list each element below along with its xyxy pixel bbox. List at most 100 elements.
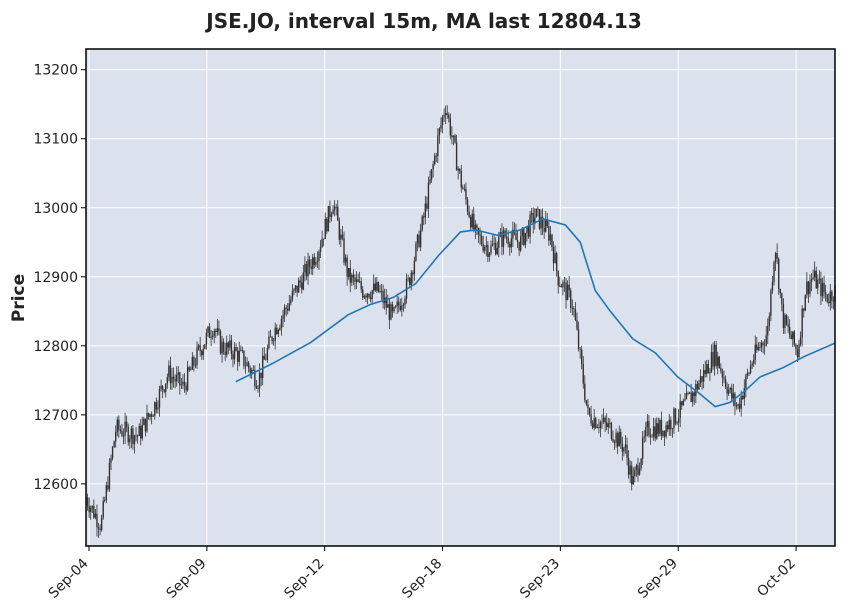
candle-body: [724, 378, 727, 388]
candle-body: [143, 418, 145, 426]
candle-body: [236, 350, 239, 362]
candle-body: [685, 393, 688, 400]
candle-body: [496, 247, 498, 255]
candle-body: [168, 365, 170, 378]
candle-body: [607, 423, 609, 428]
candle-body: [204, 344, 206, 349]
candle-body: [166, 377, 169, 384]
candle-body: [171, 376, 173, 384]
candle-body: [196, 347, 198, 365]
candle-body: [127, 426, 129, 443]
candle-body: [612, 438, 614, 442]
candle-body: [538, 209, 541, 229]
candle-body: [413, 260, 416, 275]
candle-body: [269, 336, 272, 338]
candle-body: [329, 206, 331, 217]
candle-body: [632, 476, 634, 485]
candle-body: [182, 381, 184, 385]
candle-body: [230, 340, 233, 355]
candle-body: [488, 253, 491, 257]
candle-body: [240, 349, 242, 351]
candle-body: [646, 421, 649, 428]
candle-body: [801, 308, 803, 338]
candle-body: [693, 392, 695, 396]
candle-body: [549, 234, 552, 241]
candle-body: [466, 199, 469, 212]
candle-body: [806, 281, 808, 296]
candle-body: [337, 206, 339, 221]
candle-body: [154, 402, 156, 416]
candle-body: [448, 114, 450, 119]
candle-body: [210, 336, 212, 338]
candle-body: [432, 164, 434, 170]
y-axis: 12600 12700 12800 12900 13000 13100 13200: [33, 63, 86, 493]
candle-body: [555, 253, 558, 271]
candle-body: [385, 297, 387, 308]
candle-body: [157, 407, 159, 410]
candle-body: [601, 421, 603, 423]
candle-body: [537, 208, 539, 210]
candle-body: [520, 236, 522, 251]
candle-body: [146, 412, 148, 432]
candle-body: [457, 168, 459, 171]
candle-body: [268, 336, 270, 349]
candle-body: [89, 508, 92, 513]
candle-body: [584, 383, 586, 401]
candle-body: [179, 372, 181, 386]
candle-body: [201, 351, 203, 356]
candle-body: [521, 229, 523, 237]
candle-body: [366, 293, 369, 298]
candle-body: [666, 425, 669, 430]
candle-body: [310, 266, 312, 269]
candle-body: [727, 390, 730, 394]
candle-body: [620, 432, 622, 444]
candle-body: [782, 304, 785, 329]
x-tick-label: Sep-29: [635, 556, 681, 602]
y-tick-label: 12600: [33, 477, 78, 493]
candle-body: [473, 213, 475, 230]
x-tick-label: Sep-09: [164, 556, 210, 602]
candle-body: [645, 427, 647, 437]
candle-body: [102, 500, 104, 518]
candle-body: [751, 363, 753, 366]
candle-body: [784, 314, 786, 329]
candle-body: [810, 278, 813, 282]
candle-body: [172, 376, 175, 380]
candle-body: [340, 234, 342, 240]
candle-body: [308, 259, 311, 267]
candle-body: [235, 347, 237, 351]
candle-body: [444, 113, 447, 116]
candle-body: [627, 457, 630, 475]
candle-body: [643, 436, 645, 438]
candle-body: [138, 425, 140, 436]
candle-body: [779, 288, 781, 294]
candle-body: [260, 372, 262, 378]
candle-body: [668, 419, 670, 430]
candle-body: [560, 285, 563, 288]
candle-body: [202, 348, 204, 356]
candle-body: [86, 497, 89, 506]
candle-body: [507, 237, 509, 245]
candle-body: [207, 326, 209, 333]
candle-body: [316, 260, 319, 262]
candle-body: [307, 259, 309, 277]
candle-body: [441, 116, 444, 126]
candle-body: [551, 234, 553, 248]
candle-body: [190, 369, 192, 371]
candle-body: [699, 376, 702, 383]
candle-body: [606, 422, 608, 428]
candle-body: [213, 330, 215, 337]
candle-body: [735, 405, 738, 407]
candle-body: [322, 238, 325, 240]
candle-body: [183, 381, 186, 386]
candle-body: [396, 301, 398, 307]
moving-average-line: [235, 217, 836, 408]
candle-body: [408, 278, 411, 285]
candle-body: [133, 435, 136, 445]
candle-body: [749, 365, 752, 373]
candle-body: [604, 417, 606, 423]
candle-body: [563, 282, 566, 284]
candle-body: [524, 232, 527, 245]
candle-body: [287, 308, 289, 311]
